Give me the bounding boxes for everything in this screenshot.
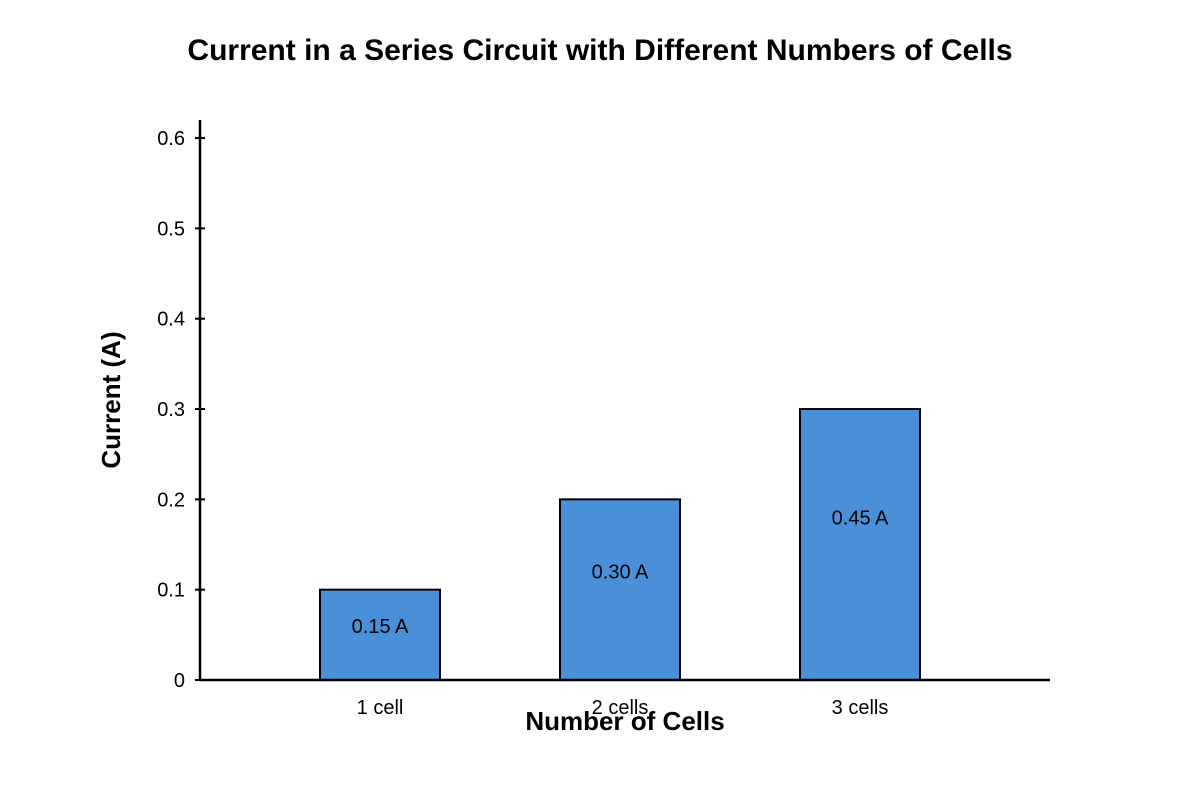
y-axis-title: Current (A) bbox=[96, 331, 126, 468]
x-tick-label: 2 cells bbox=[592, 697, 649, 719]
bar-data-label: 0.30 A bbox=[592, 562, 649, 584]
y-axis-ticks: 0 0.1 0.2 0.3 0.4 0.5 0.6 bbox=[157, 128, 205, 692]
bar-3 bbox=[799, 408, 921, 681]
bar-data-label: 0.15 A bbox=[352, 616, 409, 638]
y-tick-label: 0.6 bbox=[157, 128, 185, 150]
bars: 0.15 A 0.30 A 0.45 A bbox=[319, 408, 921, 682]
x-axis-title: Number of Cells bbox=[525, 706, 724, 736]
chart-title: Current in a Series Circuit with Differe… bbox=[187, 34, 1012, 67]
y-tick-label: 0.2 bbox=[157, 489, 185, 511]
bar-1 bbox=[319, 588, 441, 682]
x-tick-label: 3 cells bbox=[832, 697, 889, 719]
bar-2 bbox=[559, 498, 681, 681]
x-tick-label: 1 cell bbox=[357, 697, 404, 719]
x-axis-ticks: 1 cell 2 cells 3 cells bbox=[357, 697, 889, 719]
y-tick-label: 0.5 bbox=[157, 218, 185, 240]
y-tick-label: 0.3 bbox=[157, 399, 185, 421]
y-tick-label: 0 bbox=[174, 670, 185, 692]
y-tick-label: 0.1 bbox=[157, 580, 185, 602]
bar-data-label: 0.45 A bbox=[832, 507, 889, 529]
y-tick-label: 0.4 bbox=[157, 309, 185, 331]
